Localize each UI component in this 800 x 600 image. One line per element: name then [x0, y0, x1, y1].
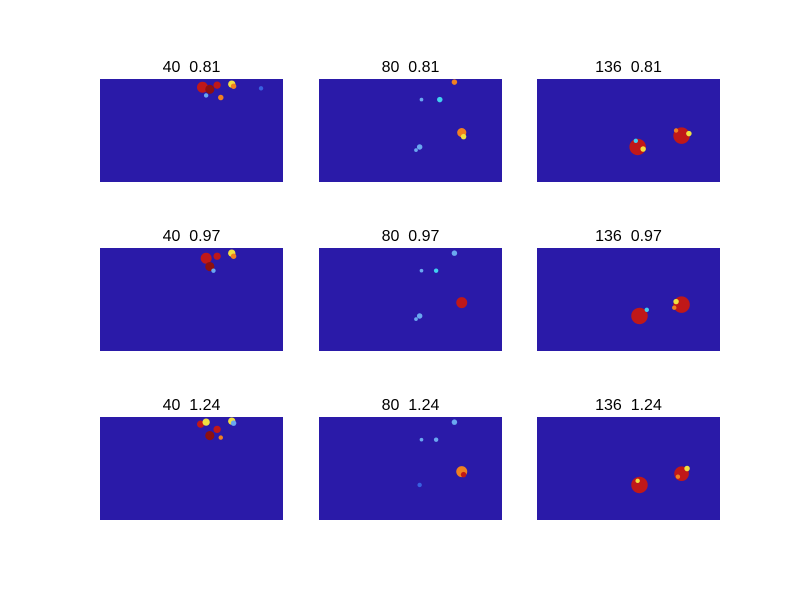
panel-1: 40 0.81 [100, 59, 283, 182]
heat-blob [433, 268, 439, 273]
heat-blob [202, 418, 210, 426]
heat-blob [414, 148, 418, 152]
heat-blob [675, 474, 681, 479]
heat-blob [196, 81, 208, 93]
panel-4: 40 0.97 [100, 228, 283, 351]
heat-blob [633, 138, 639, 143]
panel-field [319, 248, 502, 351]
heat-blob [417, 482, 422, 488]
heat-blob [686, 130, 692, 137]
heat-blob [460, 133, 467, 140]
heat-blob [684, 465, 690, 472]
heat-blob [451, 250, 458, 256]
heat-blob [640, 146, 646, 152]
heat-blob [673, 298, 679, 305]
heat-blob [419, 268, 424, 273]
heat-blob [419, 97, 424, 102]
panel-6: 136 0.97 [537, 228, 720, 351]
heat-blob [414, 317, 418, 321]
panel-title: 40 0.81 [163, 59, 221, 76]
panel-8: 80 1.24 [319, 397, 502, 520]
panel-field [100, 248, 283, 351]
heat-blob [213, 425, 221, 434]
panel-title: 136 1.24 [595, 397, 662, 414]
panel-field [100, 417, 283, 520]
panel-field [537, 79, 720, 182]
heat-blob [258, 86, 264, 91]
heat-blob [203, 93, 209, 98]
panel-7: 40 1.24 [100, 397, 283, 520]
panel-3: 136 0.81 [537, 59, 720, 182]
heat-blob [631, 476, 648, 494]
panel-title: 80 1.24 [382, 397, 440, 414]
heat-blob [460, 471, 467, 478]
heat-blob [211, 268, 216, 273]
panel-2: 80 0.81 [319, 59, 502, 182]
heat-blob [213, 252, 221, 260]
panel-title: 80 0.97 [382, 228, 440, 245]
heat-blob [635, 478, 640, 484]
panel-title: 136 0.81 [595, 59, 662, 76]
heat-blob [416, 313, 423, 319]
heat-blob [205, 84, 215, 94]
heat-blob [230, 253, 237, 259]
panel-5: 80 0.97 [319, 228, 502, 351]
heat-blob [230, 420, 237, 426]
heat-blob [218, 94, 224, 101]
heat-blob [196, 420, 205, 428]
panel-field [537, 248, 720, 351]
heat-blob [213, 81, 221, 89]
panel-9: 136 1.24 [537, 397, 720, 520]
heat-blob [631, 307, 648, 325]
heat-blob [205, 261, 215, 272]
heat-blob [419, 437, 424, 442]
panel-field [319, 417, 502, 520]
panel-title: 40 0.97 [163, 228, 221, 245]
heat-blob [416, 144, 423, 150]
heat-blob [644, 307, 649, 312]
heat-blob [456, 297, 468, 309]
panel-title: 136 0.97 [595, 228, 662, 245]
panel-grid: 40 0.81 80 0.81 136 0.81 40 0.97 80 0.97 136 … [100, 59, 720, 520]
panel-title: 80 0.81 [382, 59, 440, 76]
heat-blob [218, 435, 223, 440]
heat-blob [451, 419, 458, 425]
heat-blob [205, 430, 215, 441]
panel-field [537, 417, 720, 520]
heat-blob [433, 437, 439, 442]
heat-blob [230, 83, 237, 89]
panel-field [100, 79, 283, 182]
heat-blob [437, 96, 443, 103]
panel-field [319, 79, 502, 182]
heat-blob [673, 128, 679, 133]
panel-title: 40 1.24 [163, 397, 221, 414]
heat-blob [451, 79, 458, 85]
heat-blob [200, 252, 212, 264]
heat-blob [672, 305, 677, 310]
